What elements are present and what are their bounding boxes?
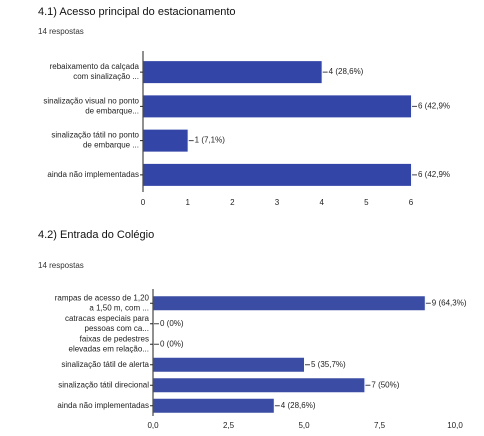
value-label: 7 (50%) bbox=[371, 380, 399, 389]
y-tick-label: rampas de acesso de 1,20 bbox=[55, 293, 150, 302]
x-tick-label: 0 bbox=[141, 198, 146, 207]
bar bbox=[153, 398, 274, 413]
value-label: 4 (28,6%) bbox=[329, 67, 364, 76]
y-tick-label: faixas de pedestres bbox=[80, 334, 149, 343]
bar bbox=[153, 378, 365, 393]
bar bbox=[143, 163, 411, 186]
y-tick-label: catracas especiais para bbox=[65, 314, 150, 323]
value-label: 9 (64,3%) bbox=[432, 298, 467, 307]
y-tick-label: com sinalização ... bbox=[73, 72, 139, 81]
value-label: 0 (0%) bbox=[160, 339, 184, 348]
x-tick-label: 3 bbox=[275, 198, 280, 207]
y-tick-label: sinalização tátil no ponto bbox=[51, 131, 139, 140]
y-tick-label: de embarque ... bbox=[83, 141, 139, 150]
y-tick-label: de embarque... bbox=[85, 106, 139, 115]
value-label: 6 (42,9% bbox=[418, 101, 450, 110]
value-label: 5 (35,7%) bbox=[311, 360, 346, 369]
y-tick-label: ainda não implementadas bbox=[57, 401, 149, 410]
bar bbox=[143, 61, 322, 84]
x-tick-label: 10,0 bbox=[447, 421, 463, 430]
chart-subtitle: 14 respostas bbox=[38, 261, 84, 270]
y-tick-label: a 1,50 m, com ... bbox=[89, 303, 149, 312]
y-tick-label: sinalização tátil de alerta bbox=[61, 360, 149, 369]
value-label: 0 (0%) bbox=[160, 319, 184, 328]
y-tick-label: rebaixamento da calçada bbox=[50, 62, 140, 71]
x-tick-label: 0,0 bbox=[147, 421, 159, 430]
y-tick-label: sinalização visual no ponto bbox=[43, 96, 139, 105]
x-tick-label: 2 bbox=[230, 198, 235, 207]
x-tick-label: 5 bbox=[364, 198, 369, 207]
x-tick-label: 4 bbox=[319, 198, 324, 207]
bar bbox=[143, 95, 411, 118]
bar bbox=[153, 296, 425, 311]
y-tick-label: ainda não implementadas bbox=[47, 170, 139, 179]
x-tick-label: 6 bbox=[409, 198, 414, 207]
chart-subtitle: 14 respostas bbox=[38, 27, 84, 36]
chart-title: 4.1) Acesso principal do estacionamento bbox=[38, 6, 236, 18]
bar bbox=[153, 357, 304, 372]
x-tick-label: 7,5 bbox=[374, 421, 386, 430]
y-tick-label: elevadas em relação... bbox=[69, 344, 150, 353]
x-tick-label: 5,0 bbox=[298, 421, 310, 430]
y-tick-label: pessoas com ca... bbox=[85, 324, 149, 333]
x-tick-label: 1 bbox=[185, 198, 190, 207]
y-tick-label: sinalização tátil direcional bbox=[58, 380, 149, 389]
value-label: 6 (42,9% bbox=[418, 170, 450, 179]
x-tick-label: 2,5 bbox=[223, 421, 235, 430]
chart-title: 4.2) Entrada do Colégio bbox=[38, 229, 154, 241]
bar bbox=[143, 129, 188, 152]
value-label: 1 (7,1%) bbox=[195, 136, 226, 145]
value-label: 4 (28,6%) bbox=[281, 401, 316, 410]
